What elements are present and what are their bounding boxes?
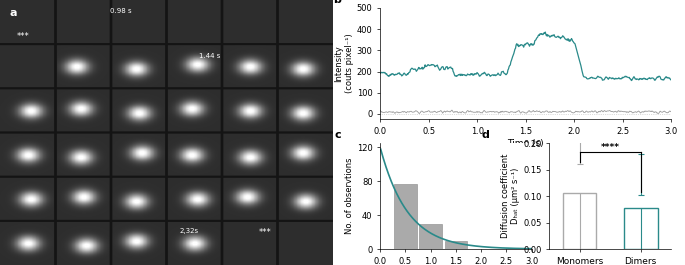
Text: 0.98 s: 0.98 s (110, 8, 132, 14)
Text: a: a (10, 8, 17, 18)
Bar (445, 241, 467, 249)
Bar (394, 184, 416, 249)
Y-axis label: Diffusion coefficient
Dₕₐₜ (μm² s⁻¹): Diffusion coefficient Dₕₐₜ (μm² s⁻¹) (501, 154, 520, 238)
Y-axis label: No. of observtions: No. of observtions (345, 158, 354, 234)
Bar (419, 224, 442, 249)
Y-axis label: Intensity
(couts pixel⁻¹): Intensity (couts pixel⁻¹) (334, 34, 354, 94)
Text: ***: *** (259, 228, 272, 237)
Text: 1.44 s: 1.44 s (199, 53, 221, 59)
Text: 2,32s: 2,32s (179, 228, 199, 234)
Text: ****: **** (601, 143, 620, 152)
Text: d: d (482, 130, 490, 140)
Text: ***: *** (16, 32, 29, 41)
Text: b: b (334, 0, 341, 5)
Bar (563, 193, 597, 249)
X-axis label: Time (s): Time (s) (508, 139, 544, 148)
Bar (624, 208, 658, 249)
Text: c: c (335, 130, 341, 140)
